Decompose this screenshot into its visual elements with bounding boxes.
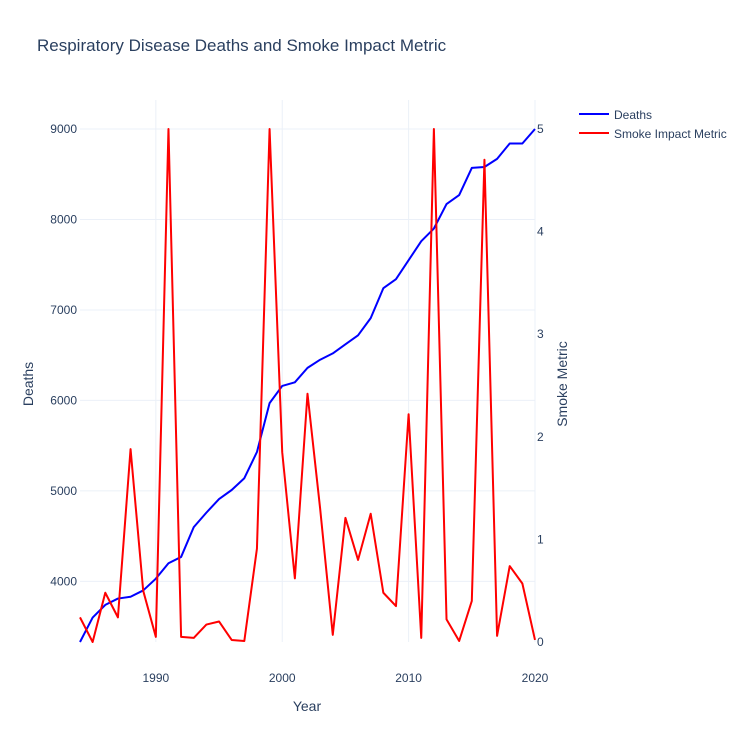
- legend-item-deaths[interactable]: Deaths: [579, 108, 652, 122]
- series-line-smoke-impact-metric: [79, 128, 536, 643]
- legend-label-smoke-impact-metric: Smoke Impact Metric: [614, 127, 727, 141]
- tick-layer: 1990 2000 2010 2020 4000 5000 6000 7000 8000 9000…: [50, 122, 548, 685]
- y-tick-label: 8000: [50, 212, 77, 226]
- series-line-deaths: [79, 128, 536, 643]
- legend: Deaths Smoke Impact Metric: [579, 108, 727, 141]
- x-axis-title: Year: [293, 698, 322, 714]
- y-tick-label: 7000: [50, 303, 77, 317]
- legend-item-smoke-impact-metric[interactable]: Smoke Impact Metric: [579, 127, 727, 141]
- chart-title: Respiratory Disease Deaths and Smoke Imp…: [37, 36, 447, 55]
- y2-axis-title: Smoke Metric: [554, 341, 570, 427]
- y2-tick-label: 3: [537, 327, 544, 341]
- legend-label-deaths: Deaths: [614, 108, 652, 122]
- grid-layer: [80, 100, 536, 642]
- y2-tick-label: 5: [537, 122, 544, 136]
- y-axis-title: Deaths: [20, 362, 36, 406]
- y2-tick-label: 4: [537, 225, 544, 239]
- y-tick-label: 4000: [50, 574, 77, 588]
- y2-tick-label: 2: [537, 430, 544, 444]
- y2-tick-label: 0: [537, 635, 544, 649]
- x-tick-label: 2020: [522, 671, 549, 685]
- y2-tick-label: 1: [537, 532, 544, 546]
- x-tick-label: 1990: [142, 671, 169, 685]
- y-tick-label: 5000: [50, 484, 77, 498]
- x-tick-label: 2000: [269, 671, 296, 685]
- y-tick-label: 6000: [50, 393, 77, 407]
- y-tick-label: 9000: [50, 122, 77, 136]
- x-tick-label: 2010: [395, 671, 422, 685]
- series-layer: [79, 128, 536, 643]
